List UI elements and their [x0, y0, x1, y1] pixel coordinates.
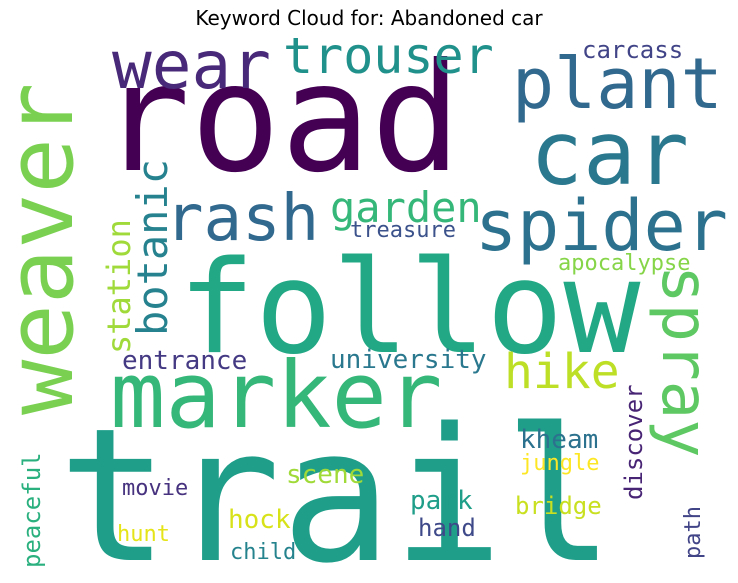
word-weaver: weaver — [0, 83, 94, 415]
word-movie: movie — [122, 476, 188, 501]
word-park: park — [410, 486, 473, 516]
word-plant: plant — [512, 43, 723, 125]
word-garden: garden — [330, 183, 482, 232]
word-spray: spray — [647, 265, 721, 458]
word-jungle: jungle — [520, 451, 599, 476]
word-follow: follow — [178, 234, 641, 383]
word-carcass: carcass — [582, 36, 683, 64]
word-marker: marker — [110, 342, 442, 449]
word-entrance: entrance — [122, 346, 247, 376]
word-discover: discover — [620, 384, 648, 500]
page-title: Keyword Cloud for: Abandoned car — [195, 6, 543, 30]
word-wear: wear — [112, 27, 271, 104]
word-university: university — [330, 345, 487, 375]
word-treasure: treasure — [350, 218, 456, 243]
word-spider: spider — [475, 185, 728, 267]
word-peaceful: peaceful — [18, 452, 46, 568]
word-path: path — [681, 506, 706, 559]
word-trouser: trouser — [283, 27, 494, 85]
word-kheam: kheam — [520, 425, 598, 455]
word-car: car — [530, 102, 689, 205]
word-child: child — [230, 540, 296, 565]
word-station: station — [100, 219, 138, 354]
word-hunt: hunt — [117, 522, 170, 547]
word-hock: hock — [228, 505, 291, 535]
word-botanic: botanic — [128, 159, 177, 336]
word-rash: rash — [165, 182, 319, 256]
word-trail: trail — [58, 388, 615, 583]
word-hand: hand — [418, 514, 476, 542]
word-scene: scene — [286, 460, 364, 490]
word-apocalypse: apocalypse — [558, 251, 690, 276]
word-hike: hike — [504, 344, 620, 400]
word-road: road — [100, 32, 461, 206]
word-bridge: bridge — [515, 492, 602, 520]
